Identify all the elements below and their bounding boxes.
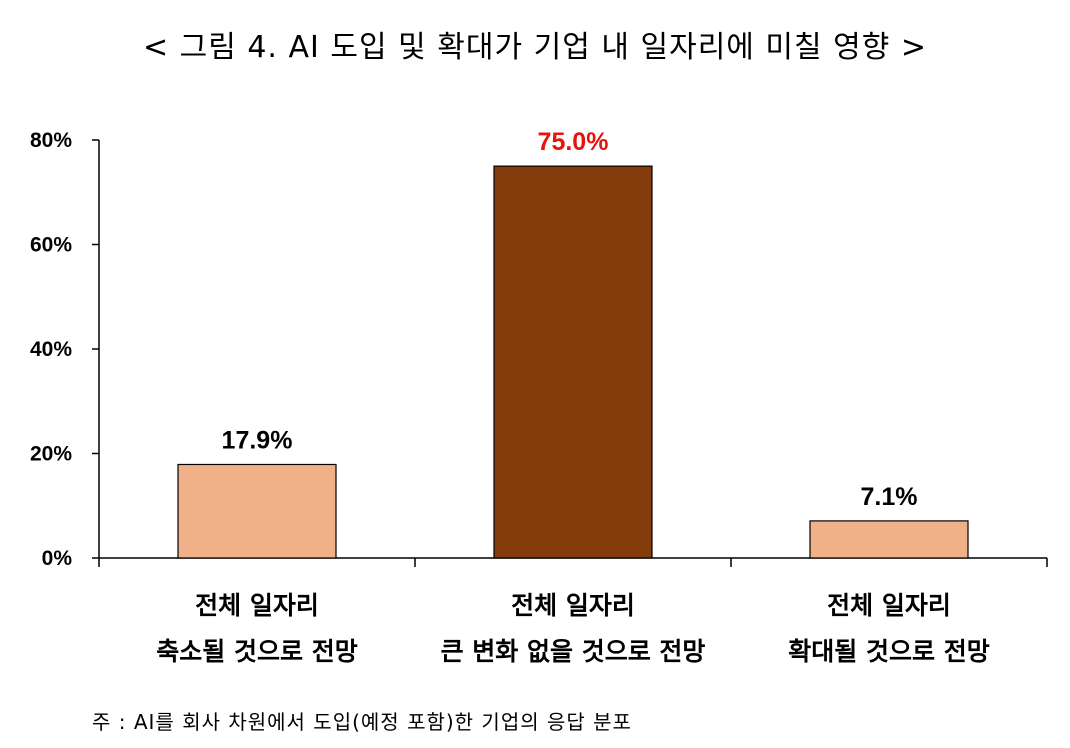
chart-title: < 그림 4. AI 도입 및 확대가 기업 내 일자리에 미칠 영향 > (142, 30, 928, 65)
x-category-label: 큰 변화 없을 것으로 전망 (441, 637, 706, 666)
x-category-label: 전체 일자리 (195, 591, 319, 620)
y-tick-label: 0% (42, 547, 73, 570)
x-category-label: 축소될 것으로 전망 (156, 637, 357, 666)
y-tick-label: 40% (30, 338, 72, 361)
bar (809, 520, 969, 559)
x-category-label: 전체 일자리 (511, 591, 635, 620)
data-label: 7.1% (861, 483, 918, 511)
data-label: 75.0% (538, 128, 609, 156)
footnote: 주 : AI를 회사 차원에서 도입(예정 포함)한 기업의 응답 분포 (92, 710, 632, 734)
x-category-label: 전체 일자리 (827, 591, 951, 620)
y-tick-label: 80% (30, 129, 72, 152)
bar (177, 463, 337, 559)
bar (493, 165, 653, 559)
y-tick-label: 20% (30, 443, 72, 466)
x-category-label: 확대될 것으로 전망 (788, 637, 989, 666)
data-label: 17.9% (222, 426, 293, 454)
y-tick-label: 60% (30, 234, 72, 257)
